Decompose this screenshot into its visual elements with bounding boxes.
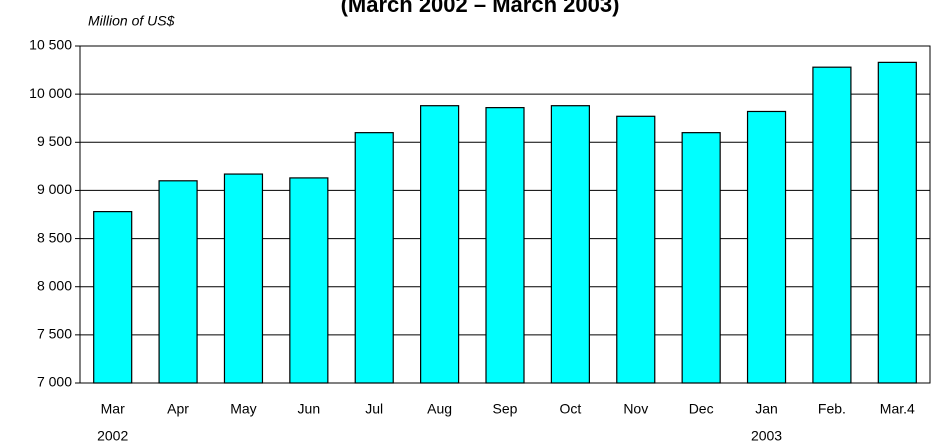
x-tick-label: Dec <box>689 401 714 417</box>
y-tick-label: 8 500 <box>37 229 72 245</box>
x-tick-label: Mar <box>101 401 125 417</box>
x-year-label: 2003 <box>751 428 782 444</box>
bar <box>877 61 917 384</box>
bar <box>812 66 852 384</box>
x-tick-label: Feb. <box>818 401 846 417</box>
x-tick-label: Aug <box>427 401 452 417</box>
x-tick-label: Nov <box>623 401 648 417</box>
x-tick-label: Jan <box>755 401 778 417</box>
x-tick-label: May <box>230 401 256 417</box>
bar <box>289 177 329 384</box>
x-tick-label: Oct <box>559 401 581 417</box>
x-tick-label: Jul <box>365 401 383 417</box>
y-tick-label: 9 000 <box>37 181 72 197</box>
y-tick-label: 10 500 <box>29 37 72 53</box>
bar <box>550 105 590 384</box>
bar <box>746 110 787 384</box>
y-tick-label: 8 000 <box>37 277 72 293</box>
y-tick-label: 10 000 <box>29 85 72 101</box>
bar <box>354 132 394 384</box>
x-tick-label: Mar.4 <box>880 401 915 417</box>
bar <box>223 173 264 384</box>
chart-title: (March 2002 – March 2003) <box>341 0 620 17</box>
bar <box>420 105 460 384</box>
bar <box>93 211 133 384</box>
x-tick-label: Sep <box>493 401 518 417</box>
bar <box>158 180 198 384</box>
x-year-label: 2002 <box>97 428 128 444</box>
y-tick-label: 7 500 <box>37 326 72 342</box>
y-tick-label: 7 000 <box>37 374 72 390</box>
y-tick-label: 9 500 <box>37 133 72 149</box>
x-tick-label: Apr <box>167 401 189 417</box>
bar <box>616 115 656 384</box>
bar <box>485 107 525 384</box>
x-tick-label: Jun <box>298 401 321 417</box>
bar <box>681 132 721 384</box>
chart-subtitle: Million of US$ <box>88 13 175 29</box>
